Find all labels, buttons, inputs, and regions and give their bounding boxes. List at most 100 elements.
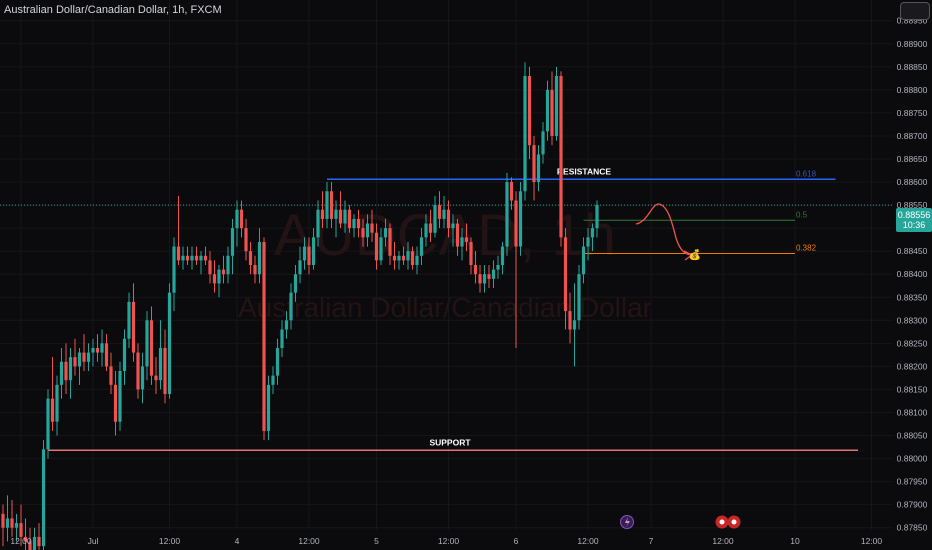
candle-body [1, 513, 5, 528]
candle-body [217, 269, 221, 284]
fib-label: 0.618 [796, 169, 817, 178]
candle-body [32, 536, 37, 550]
fib-label: 0.5 [796, 210, 808, 219]
candle-body [500, 246, 505, 265]
resistance-label: RESISTANCE [557, 166, 611, 176]
candle-body [523, 76, 527, 192]
candle-body [307, 246, 311, 265]
grid [0, 0, 893, 530]
candle-body [28, 541, 32, 550]
candle-body [352, 218, 356, 229]
candle-body [208, 260, 212, 275]
candle-body [428, 223, 433, 233]
candle-body [446, 209, 451, 229]
y-tick-label: 0.88750 [897, 108, 928, 118]
x-tick-label: 5 [374, 536, 379, 546]
candle-body [401, 255, 406, 261]
candle-body [19, 523, 23, 537]
candle-body [77, 352, 82, 367]
candle-body [451, 223, 455, 229]
candle-body [239, 209, 244, 229]
price-axis[interactable]: 0.88950 0.88900 0.88850 0.88800 0.88750 0.887… [897, 16, 928, 533]
candle-body [230, 228, 235, 256]
candle-body [397, 255, 401, 261]
candle-body [113, 384, 118, 422]
candle-body [23, 536, 28, 542]
candle-body [266, 384, 271, 431]
candle-body [14, 523, 19, 528]
y-tick-label: 0.88900 [897, 39, 928, 49]
candle-body [316, 209, 320, 238]
candle-body [194, 255, 199, 261]
candle-body [46, 398, 50, 450]
candle-body [554, 76, 559, 136]
candle-body [455, 223, 460, 247]
y-tick-label: 0.88550 [897, 200, 928, 210]
candle-body [131, 301, 136, 353]
candle-body [514, 200, 518, 247]
candle-body [5, 518, 10, 528]
candle-body [154, 375, 158, 381]
flag-event-dot [731, 519, 737, 525]
candle-body [91, 347, 95, 353]
candle-body [59, 361, 64, 385]
candle-body [82, 352, 86, 362]
watermark-name: Australian Dollar/Canadian Dollar [238, 292, 652, 323]
candle-body [442, 209, 446, 219]
y-tick-label: 0.88650 [897, 154, 928, 164]
candle-body [563, 237, 568, 312]
candle-body [595, 205, 599, 229]
candle-body [298, 260, 302, 275]
y-tick-label: 0.88050 [897, 431, 928, 441]
candle-body [356, 218, 361, 229]
candle-body [509, 182, 514, 201]
candle-body [172, 246, 176, 293]
candle-body [527, 76, 532, 146]
candle-body [581, 246, 586, 275]
candle-body [190, 255, 194, 261]
candle-body [136, 352, 140, 390]
candle-body [127, 301, 131, 339]
y-tick-label: 0.88600 [897, 177, 928, 187]
x-tick-label: 12:00 [712, 536, 734, 546]
candle-body [338, 209, 343, 224]
y-tick-label: 0.88350 [897, 292, 928, 302]
candle-body [586, 237, 590, 247]
candle-body [568, 311, 572, 330]
fib-label: 0.382 [796, 243, 817, 252]
flag-event-dot [719, 519, 725, 525]
candle-body [248, 251, 253, 265]
candle-body [347, 209, 352, 229]
price-badge-countdown: 10:36 [903, 220, 926, 230]
candle-body [541, 131, 545, 155]
y-tick-label: 0.88200 [897, 361, 928, 371]
chart-menu-button[interactable] [900, 2, 930, 20]
candle-body [64, 361, 68, 381]
candle-body [410, 251, 415, 265]
projection-arrow [635, 203, 692, 256]
candle-body [244, 228, 248, 252]
candle-body [406, 251, 410, 261]
candle-body [41, 449, 46, 547]
candle-body [50, 398, 55, 422]
y-tick-label: 0.88450 [897, 246, 928, 256]
chart-title: Australian Dollar/Canadian Dollar, 1h, F… [4, 4, 222, 16]
candle-body [320, 209, 325, 219]
x-tick-label: 12:00 [861, 536, 883, 546]
candle-body [68, 357, 73, 381]
candle-body [415, 255, 419, 265]
y-tick-label: 0.88700 [897, 131, 928, 141]
y-tick-label: 0.87900 [897, 500, 928, 510]
candle-body [185, 255, 190, 261]
candle-body [104, 343, 109, 367]
time-axis[interactable]: 12:00 Jul 12:00 4 12:00 5 12:00 6 12:00 7 12:00 10 1… [10, 536, 882, 546]
price-badge: 0.88556 10:36 [896, 208, 932, 232]
candle-body [577, 274, 581, 321]
candle-body [383, 228, 388, 238]
candle-body [253, 265, 257, 275]
candle-body [419, 237, 424, 256]
candle-body [280, 329, 284, 348]
x-tick-label: 4 [235, 536, 240, 546]
